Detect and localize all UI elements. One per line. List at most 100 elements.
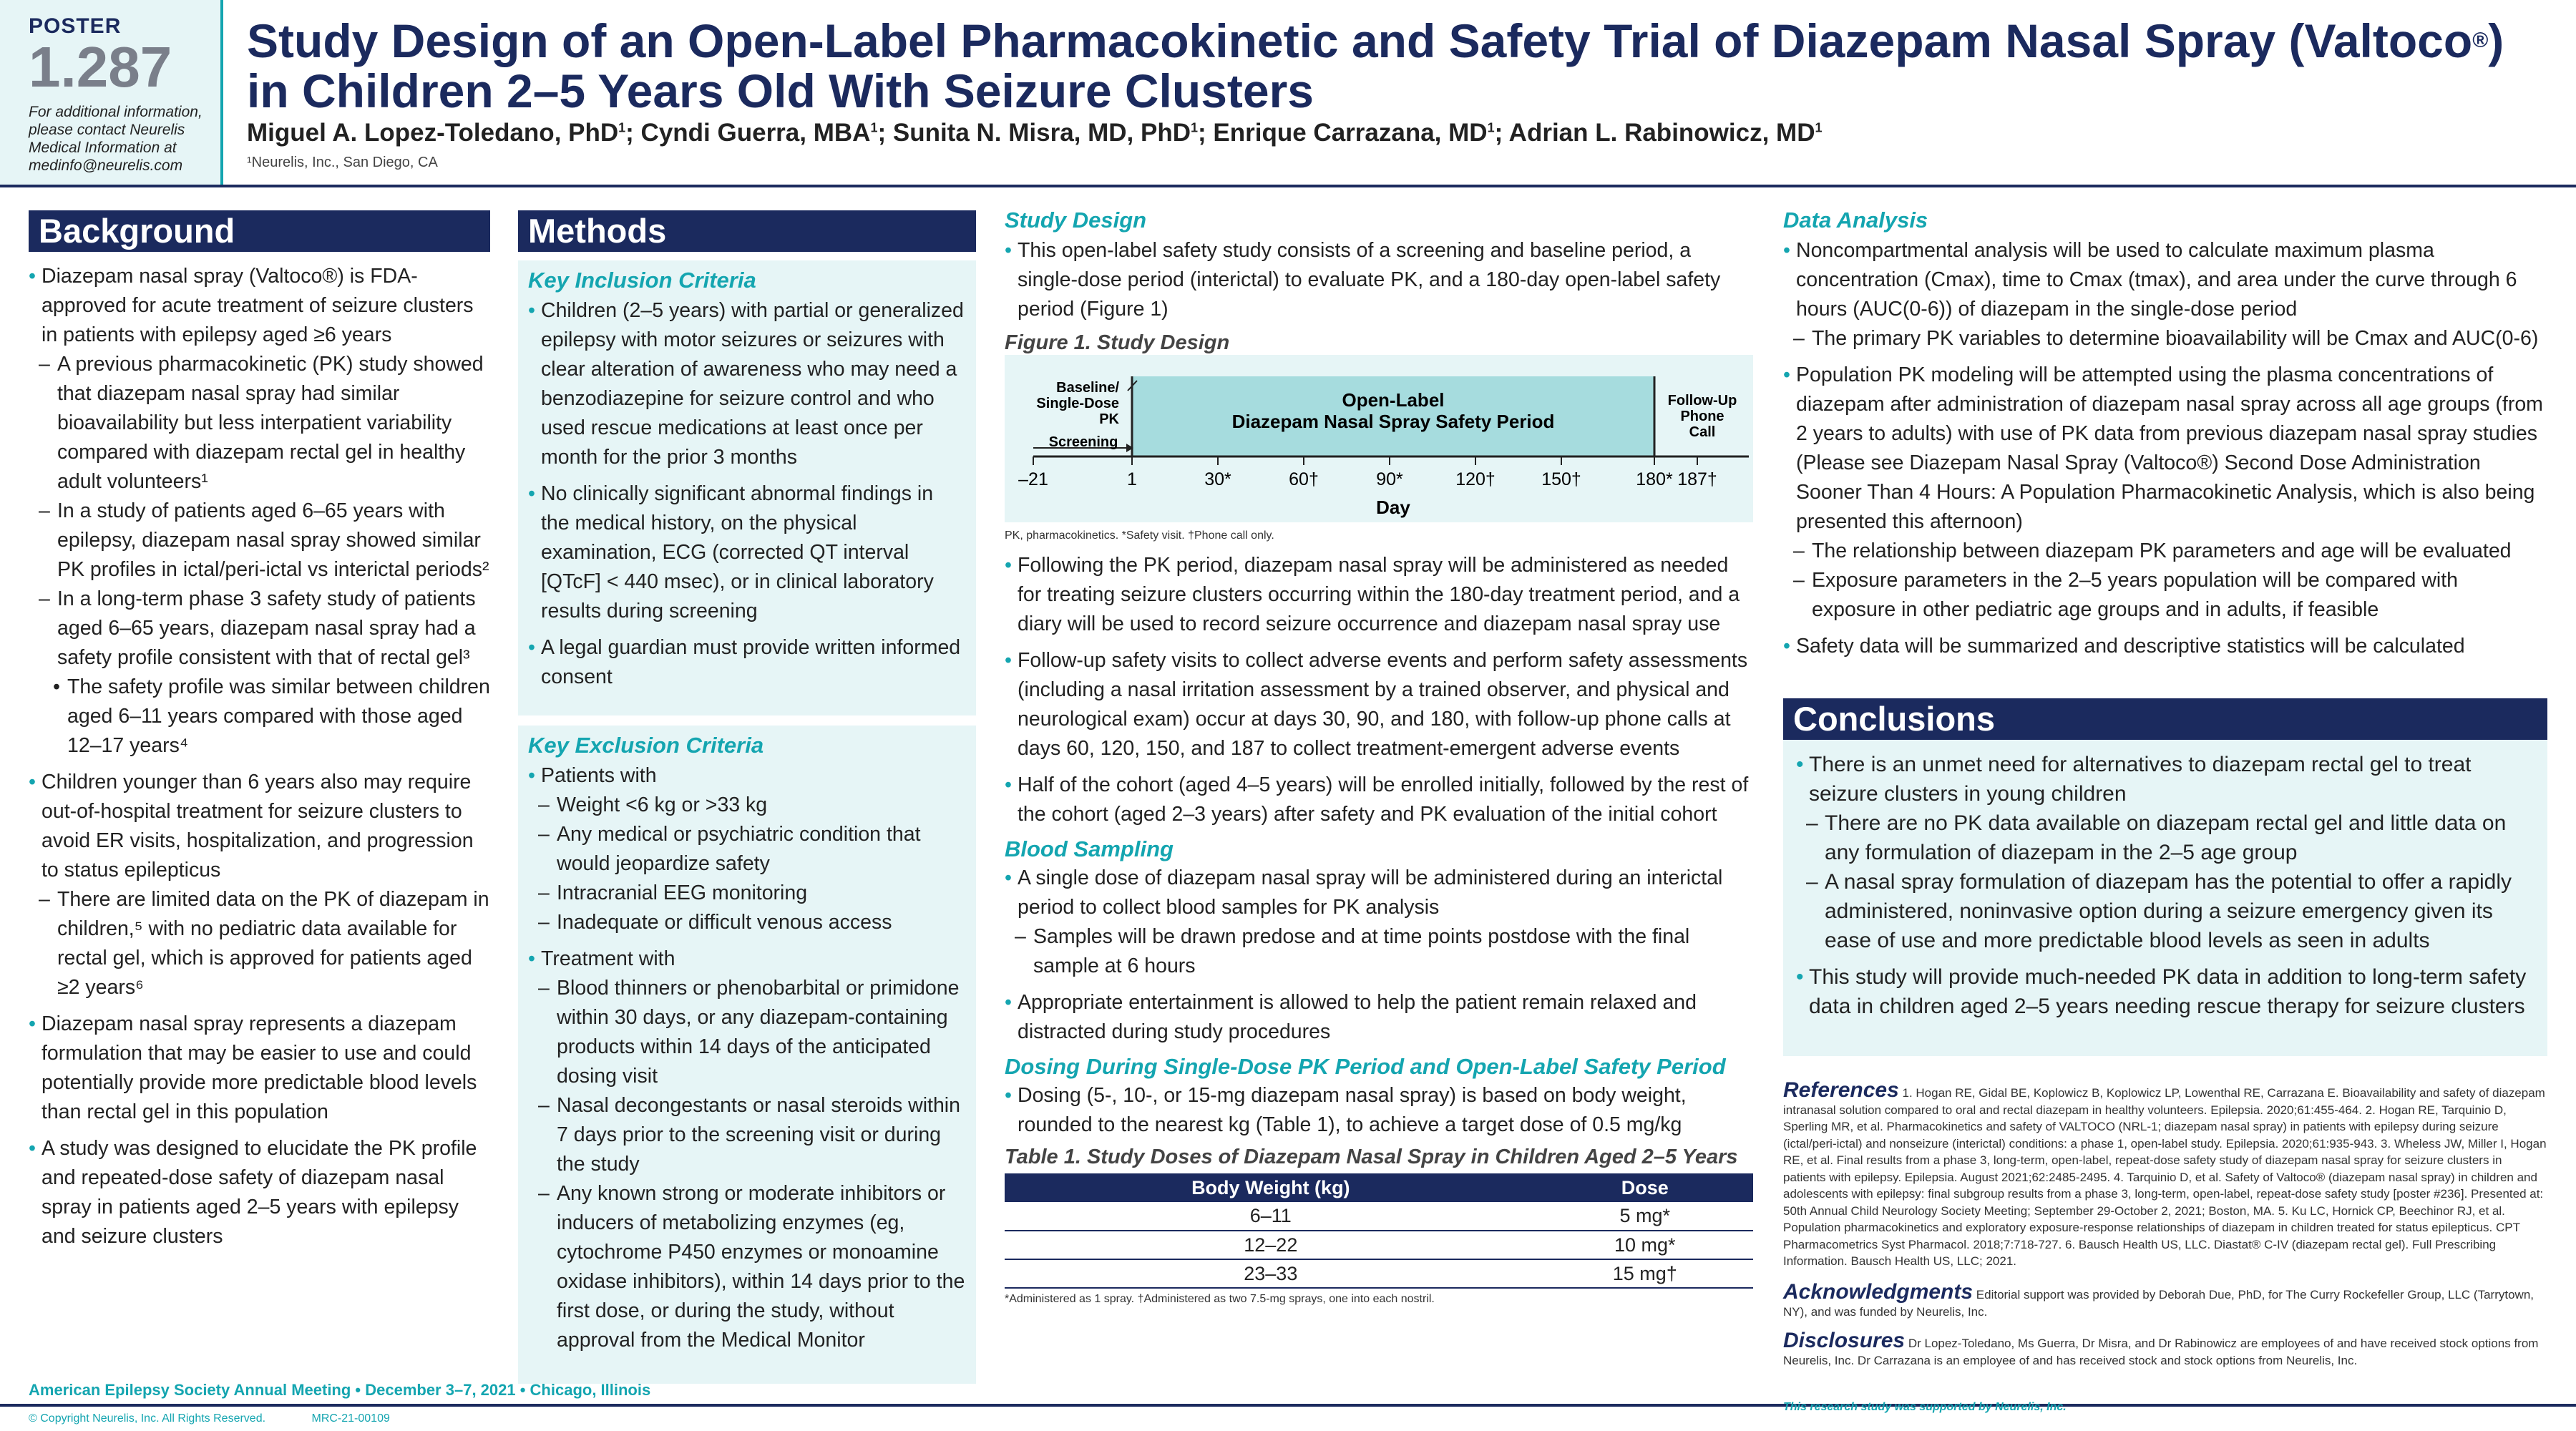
axis-tick-label: –21 <box>1018 469 1048 489</box>
study-design-figure: –21 1 30* 60† 90* 120† 150† 180* 187† Baseline/S… <box>1005 355 1753 522</box>
axis-tick-label: 120† <box>1455 469 1496 489</box>
blood-list: A single dose of diazepam nasal spray wi… <box>1005 864 1756 1047</box>
axis-tick-label: 60† <box>1289 469 1319 489</box>
exclusion-list: Patients withWeight <6 kg or >33 kgAny m… <box>528 761 966 1355</box>
exclusion-box: Key Exclusion Criteria Patients withWeig… <box>518 726 976 1384</box>
table-row: 23–33 15 mg† <box>1005 1259 1753 1289</box>
methods-heading: Methods <box>518 210 976 252</box>
list-item: Population PK modeling will be attempted… <box>1783 361 2547 537</box>
list-item: Appropriate entertainment is allowed to … <box>1005 988 1756 1047</box>
list-item: In a long-term phase 3 safety study of p… <box>29 585 490 673</box>
support-note: This research study was supported by Neu… <box>1783 1401 2067 1413</box>
author-affil-sup: 1 <box>1191 120 1199 135</box>
list-item: A study was designed to elucidate the PK… <box>29 1134 490 1251</box>
list-item: Safety data will be summarized and descr… <box>1783 632 2547 661</box>
list-item: There are limited data on the PK of diaz… <box>29 885 490 1002</box>
acknowledgments: Acknowledgments Editorial support was pr… <box>1783 1281 2547 1320</box>
background-section: Background Diazepam nasal spray (Valtoco… <box>29 210 490 1251</box>
study-design-list: Following the PK period, diazepam nasal … <box>1005 551 1756 829</box>
period-label-2: Diazepam Nasal Spray Safety Period <box>1232 411 1555 432</box>
background-heading: Background <box>29 210 490 252</box>
study-design-intro: This open-label safety study consists of… <box>1005 236 1756 324</box>
list-item: This study will provide much-needed PK d… <box>1796 962 2534 1021</box>
axis-tick-label: 30* <box>1204 469 1231 489</box>
title-reg-mark: ® <box>2472 29 2489 52</box>
baseline-arrow <box>1127 380 1138 391</box>
x-axis-label: Day <box>1376 497 1410 518</box>
poster-label: POSTER <box>29 14 122 38</box>
axis-tick-label: 180* <box>1636 469 1673 489</box>
title-close: ) <box>2488 14 2504 67</box>
affiliation: ¹Neurelis, Inc., San Diego, CA <box>247 155 438 170</box>
author-affil-sup: 1 <box>1487 120 1495 135</box>
list-item: Inadequate or difficult venous access <box>528 908 966 937</box>
axis-tick-label: 187† <box>1677 469 1717 489</box>
blood-heading: Blood Sampling <box>1005 836 1174 861</box>
screening-label: Screening <box>1049 434 1118 450</box>
author-name: Sunita N. Misra, MD, PhD <box>892 119 1191 147</box>
table-cell: 12–22 <box>1005 1231 1537 1260</box>
list-item: In a study of patients aged 6–65 years w… <box>29 497 490 585</box>
list-item: Blood thinners or phenobarbital or primi… <box>528 974 966 1091</box>
footer-rule <box>0 1404 2576 1407</box>
axis-tick-label: 90* <box>1376 469 1403 489</box>
analysis-section: Data Analysis Noncompartmental analysis … <box>1783 207 2547 661</box>
table-title: Table 1. Study Doses of Diazepam Nasal S… <box>1005 1146 1738 1168</box>
author-name: Adrian L. Rabinowicz, MD <box>1508 119 1815 147</box>
table-note: *Administered as 1 spray. †Administered … <box>1005 1293 1435 1305</box>
author-affil-sup: 1 <box>1815 120 1823 135</box>
list-item: A legal guardian must provide written in… <box>528 633 966 692</box>
list-item: Half of the cohort (aged 4–5 years) will… <box>1005 771 1756 829</box>
list-item: A previous pharmacokinetic (PK) study sh… <box>29 350 490 497</box>
axis-tick-label: 150† <box>1541 469 1581 489</box>
author-affil-sup: 1 <box>618 120 626 135</box>
list-item: The primary PK variables to determine bi… <box>1783 324 2547 353</box>
axis-ticks: –21 1 30* 60† 90* 120† 150† 180* 187† <box>1018 456 1717 489</box>
list-item: A single dose of diazepam nasal spray wi… <box>1005 864 1756 922</box>
references-text: 1. Hogan RE, Gidal BE, Koplowicz B, Kopl… <box>1783 1086 2547 1268</box>
poster-title: Study Design of an Open-Label Pharmacoki… <box>247 16 2537 116</box>
list-item: There are no PK data available on diazep… <box>1796 809 2534 867</box>
list-item: Exposure parameters in the 2–5 years pop… <box>1783 566 2547 625</box>
inclusion-box: Key Inclusion Criteria Children (2–5 yea… <box>518 260 976 716</box>
copyright-text: © Copyright Neurelis, Inc. All Rights Re… <box>29 1412 266 1425</box>
list-item: Any known strong or moderate inhibitors … <box>528 1179 966 1355</box>
list-item: There is an unmet need for alternatives … <box>1796 750 2534 809</box>
author-name: Cyndi Guerra, MBA <box>640 119 871 147</box>
list-item: Intracranial EEG monitoring <box>528 879 966 908</box>
list-item: The relationship between diazepam PK par… <box>1783 537 2547 566</box>
list-item: The safety profile was similar between c… <box>29 673 490 761</box>
list-item: Patients with <box>528 761 966 791</box>
list-item: Diazepam nasal spray (Valtoco®) is FDA-a… <box>29 262 490 350</box>
poster-id-box: POSTER 1.287 For additional information,… <box>0 0 223 185</box>
axis-tick-label: 1 <box>1127 469 1137 489</box>
author-name: Enrique Carrazana, MD <box>1213 119 1488 147</box>
disclosures: Disclosures Dr Lopez-Toledano, Ms Guerra… <box>1783 1329 2547 1369</box>
author-list: Miguel A. Lopez-Toledano, PhD1; Cyndi Gu… <box>247 119 1823 147</box>
acknowledgments-heading: Acknowledgments <box>1783 1280 1974 1304</box>
author-affil-sup: 1 <box>870 120 878 135</box>
copyright: © Copyright Neurelis, Inc. All Rights Re… <box>29 1412 390 1425</box>
table-cell: 15 mg† <box>1536 1259 1753 1289</box>
study-design-cont: PK, pharmacokinetics. *Safety visit. †Ph… <box>1005 529 1756 1306</box>
followup-label: Follow-Up Phone Call <box>1668 393 1737 440</box>
references-heading: References <box>1783 1078 1899 1102</box>
safety-period-box <box>1132 376 1654 456</box>
table-cell: 5 mg* <box>1536 1202 1753 1231</box>
disclosures-heading: Disclosures <box>1783 1329 1906 1352</box>
list-item: Follow-up safety visits to collect adver… <box>1005 646 1756 763</box>
list-item: Nasal decongestants or nasal steroids wi… <box>528 1091 966 1179</box>
poster-number: 1.287 <box>29 35 172 99</box>
acknowledgments-text: Editorial support was provided by Debora… <box>1783 1288 2534 1319</box>
study-design-heading: Study Design <box>1005 207 1147 233</box>
table-cell: 10 mg* <box>1536 1231 1753 1260</box>
col-weight: Body Weight (kg) <box>1005 1173 1537 1202</box>
poster-contact: For additional information, please conta… <box>29 104 203 174</box>
exclusion-heading: Key Exclusion Criteria <box>528 733 764 758</box>
list-item: Treatment with <box>528 944 966 974</box>
study-design-section: Study Design This open-label safety stud… <box>1005 207 1756 355</box>
list-item: Any medical or psychiatric condition tha… <box>528 820 966 879</box>
job-code: MRC-21-00109 <box>311 1412 390 1425</box>
references: References 1. Hogan RE, Gidal BE, Koplow… <box>1783 1080 2547 1270</box>
title-line-2: in Children 2–5 Years Old With Seizure C… <box>247 64 1314 117</box>
